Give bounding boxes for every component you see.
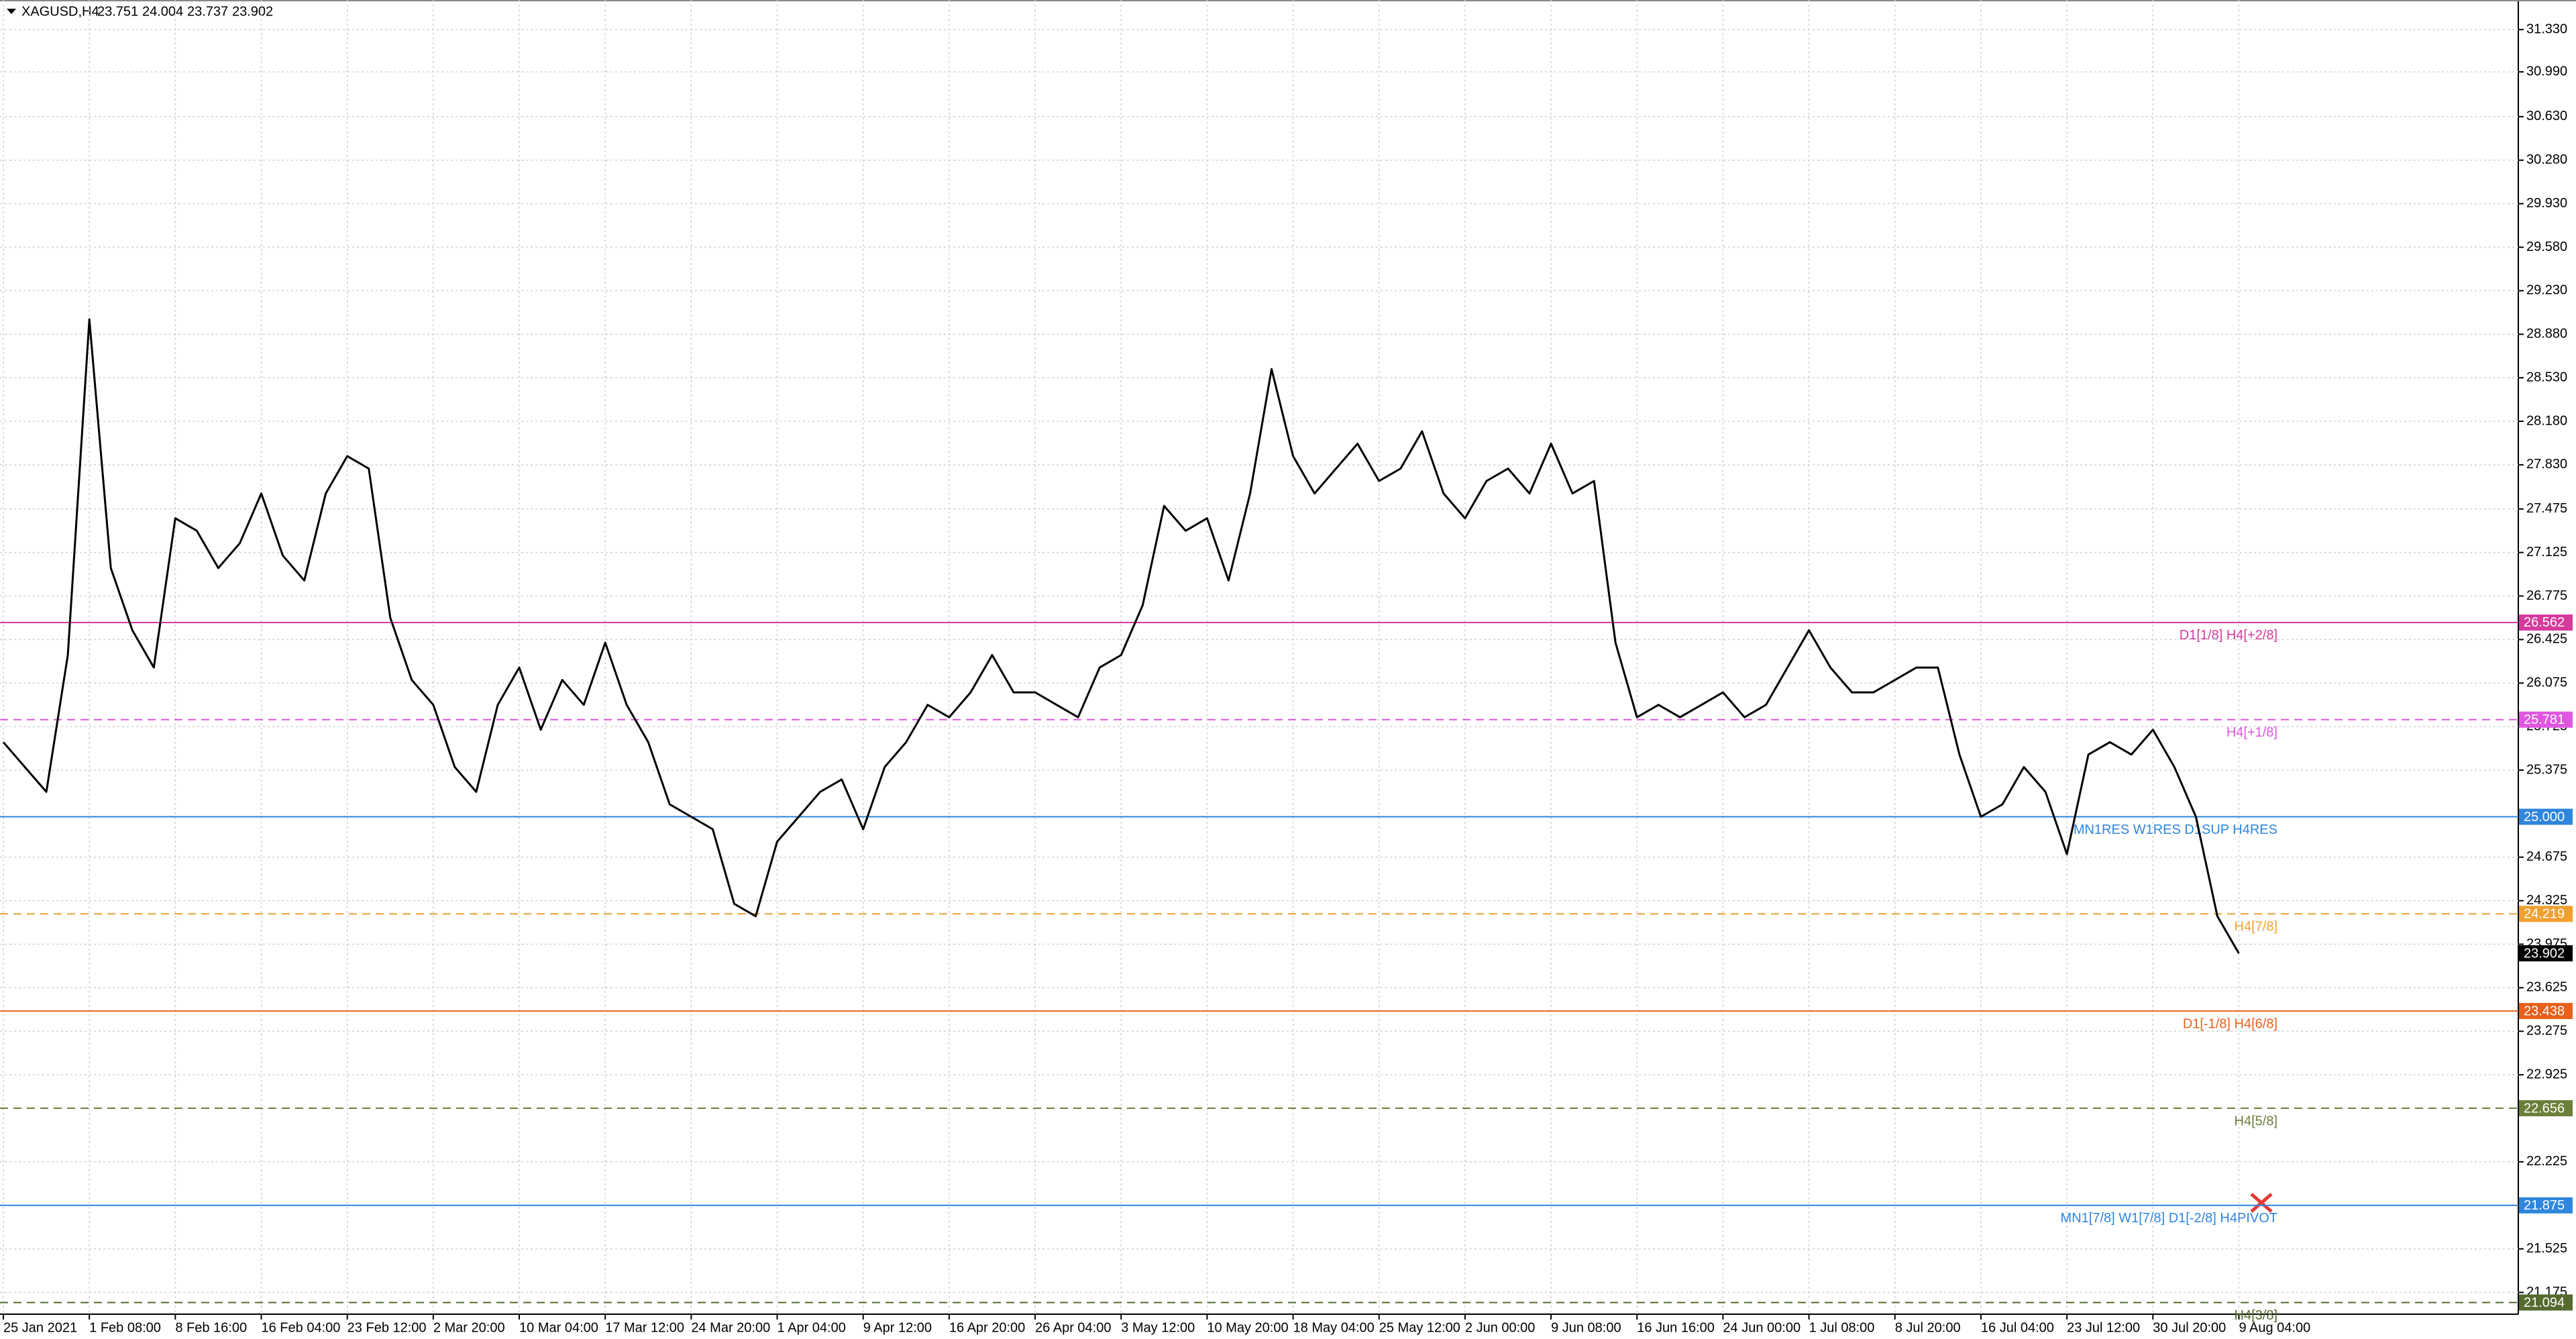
symbol: XAGUSD,H4 bbox=[21, 4, 99, 19]
x-tick-label: 30 Jul 20:00 bbox=[2153, 1320, 2226, 1335]
price-tag bbox=[2519, 711, 2573, 728]
x-tick-label: 1 Apr 04:00 bbox=[777, 1320, 846, 1335]
level-label: D1[-1/8] H4[6/8] bbox=[2183, 1016, 2277, 1031]
x-tick-label: 23 Jul 12:00 bbox=[2067, 1320, 2140, 1335]
x-tick-label: 2 Mar 20:00 bbox=[433, 1320, 505, 1335]
x-tick-label: 25 Jan 2021 bbox=[3, 1320, 77, 1335]
y-tick-label: 28.880 bbox=[2526, 327, 2567, 341]
x-tick-label: 8 Feb 16:00 bbox=[175, 1320, 247, 1335]
price-tag bbox=[2519, 906, 2573, 922]
quote-open: 23.751 bbox=[97, 4, 138, 19]
level-label: MN1[7/8] W1[7/8] D1[-2/8] H4PIVOT bbox=[2061, 1211, 2277, 1226]
y-tick-label: 29.580 bbox=[2526, 239, 2567, 254]
y-tick-label: 27.830 bbox=[2526, 457, 2567, 472]
price-line bbox=[2, 318, 2240, 954]
x-tick-label: 1 Jul 08:00 bbox=[1809, 1320, 1875, 1335]
y-tick-label: 26.425 bbox=[2526, 632, 2567, 647]
quote-low: 23.737 bbox=[187, 4, 228, 19]
y-tick-label: 30.630 bbox=[2526, 109, 2567, 123]
y-tick-label: 23.275 bbox=[2526, 1024, 2567, 1038]
x-tick-label: 24 Jun 00:00 bbox=[1723, 1320, 1801, 1335]
y-tick-label: 26.075 bbox=[2526, 676, 2567, 690]
x-tick-label: 16 Apr 20:00 bbox=[949, 1320, 1025, 1335]
close-marker bbox=[2250, 1193, 2273, 1213]
price-tag-label: 26.562 bbox=[2524, 615, 2565, 630]
y-tick-label: 21.525 bbox=[2526, 1241, 2567, 1256]
y-tick-label: 23.625 bbox=[2526, 980, 2567, 995]
x-tick-label: 16 Feb 04:00 bbox=[262, 1320, 341, 1335]
x-tick-label: 1 Feb 08:00 bbox=[89, 1320, 161, 1335]
x-tick-label: 26 Apr 04:00 bbox=[1035, 1320, 1111, 1335]
x-tick-label: 25 May 12:00 bbox=[1379, 1320, 1460, 1335]
x-tick-label: 16 Jun 16:00 bbox=[1637, 1320, 1715, 1335]
level-label: D1[1/8] H4[+2/8] bbox=[2180, 628, 2277, 643]
y-tick-label: 27.125 bbox=[2526, 545, 2567, 559]
y-tick-label: 26.775 bbox=[2526, 588, 2567, 603]
y-tick-label: 30.280 bbox=[2526, 152, 2567, 167]
x-tick-label: 3 May 12:00 bbox=[1121, 1320, 1195, 1335]
price-tag bbox=[2519, 614, 2573, 631]
x-tick-label: 16 Jul 04:00 bbox=[1981, 1320, 2054, 1335]
level-label: H4[3/8] bbox=[2235, 1308, 2277, 1323]
x-tick-label: 10 Mar 04:00 bbox=[519, 1320, 598, 1335]
x-tick-label: 18 May 04:00 bbox=[1293, 1320, 1375, 1335]
x-tick-label: 8 Jul 20:00 bbox=[1895, 1320, 1961, 1335]
y-tick-label: 24.325 bbox=[2526, 893, 2567, 908]
level-label: H4[5/8] bbox=[2235, 1114, 2277, 1128]
x-tick-label: 9 Jun 08:00 bbox=[1551, 1320, 1621, 1335]
x-tick-label: 23 Feb 12:00 bbox=[347, 1320, 427, 1335]
price-tag bbox=[2519, 808, 2573, 825]
level-label: H4[7/8] bbox=[2235, 920, 2277, 934]
price-tag-label: 23.438 bbox=[2524, 1004, 2565, 1018]
y-tick-label: 22.225 bbox=[2526, 1154, 2567, 1169]
price-tag-label: 22.656 bbox=[2524, 1101, 2565, 1116]
last-price-tag bbox=[2519, 945, 2573, 962]
y-tick-label: 25.375 bbox=[2526, 762, 2567, 777]
x-tick-label: 24 Mar 20:00 bbox=[691, 1320, 770, 1335]
x-tick-label: 10 May 20:00 bbox=[1207, 1320, 1288, 1335]
y-tick-label: 28.530 bbox=[2526, 370, 2567, 384]
x-tick-label: 2 Jun 00:00 bbox=[1465, 1320, 1536, 1335]
level-label: H4[+1/8] bbox=[2226, 725, 2277, 740]
y-tick-label: 24.675 bbox=[2526, 849, 2567, 864]
price-tag bbox=[2519, 1197, 2573, 1214]
x-tick-label: 9 Aug 04:00 bbox=[2239, 1320, 2310, 1335]
y-tick-label: 29.930 bbox=[2526, 196, 2567, 211]
x-tick-label: 9 Apr 12:00 bbox=[863, 1320, 932, 1335]
price-tag-label: 24.219 bbox=[2524, 907, 2565, 922]
menu-triangle[interactable] bbox=[7, 9, 16, 14]
y-tick-label: 22.925 bbox=[2526, 1067, 2567, 1081]
y-tick-label: 30.990 bbox=[2526, 64, 2567, 78]
quote-close: 23.902 bbox=[232, 4, 273, 19]
price-tag-label: 25.000 bbox=[2524, 810, 2565, 824]
quote-high: 24.004 bbox=[142, 4, 183, 19]
level-label: MN1RES W1RES D1SUP H4RES bbox=[2074, 822, 2277, 837]
last-price-label: 23.902 bbox=[2524, 946, 2565, 961]
price-tag-label: 25.781 bbox=[2524, 712, 2565, 727]
price-tag bbox=[2519, 1003, 2573, 1020]
y-tick-label: 27.475 bbox=[2526, 501, 2567, 516]
y-tick-label: 31.330 bbox=[2526, 21, 2567, 36]
price-tag bbox=[2519, 1294, 2573, 1311]
y-tick-label: 28.180 bbox=[2526, 413, 2567, 428]
price-tag-label: 21.094 bbox=[2524, 1295, 2565, 1310]
y-tick-label: 29.230 bbox=[2526, 283, 2567, 298]
x-tick-label: 17 Mar 12:00 bbox=[605, 1320, 684, 1335]
price-tag-label: 21.875 bbox=[2524, 1198, 2565, 1213]
price-tag bbox=[2519, 1100, 2573, 1117]
